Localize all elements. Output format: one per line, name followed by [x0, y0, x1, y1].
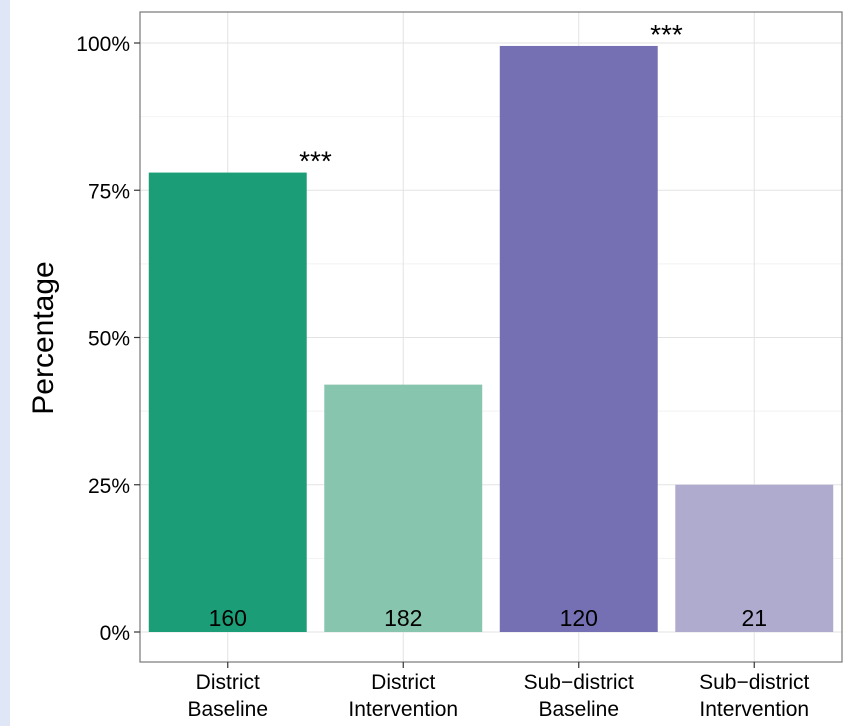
y-tick-label: 100%: [76, 33, 130, 56]
bar-count-label: 182: [384, 605, 422, 631]
bar: [499, 45, 658, 632]
x-tick-label: Sub−district: [699, 671, 809, 694]
x-tick-label: Baseline: [187, 698, 268, 721]
y-tick-label: 25%: [88, 475, 130, 498]
significance-label: ***: [299, 146, 332, 177]
x-tick-labels: District Baseline District Intervention Sub−…: [187, 662, 810, 721]
x-tick-label: District: [196, 671, 260, 694]
y-tick-label: 0%: [100, 622, 130, 645]
bar-count-label: 120: [560, 605, 598, 631]
x-tick-label: Intervention: [699, 698, 809, 721]
bar-count-label: 21: [741, 605, 767, 631]
x-tick-label: Baseline: [538, 698, 619, 721]
bar-count-label: 160: [209, 605, 247, 631]
bar: [324, 384, 483, 632]
bar: [148, 172, 307, 632]
significance-label: ***: [650, 19, 683, 50]
x-tick-label: Sub−district: [524, 671, 634, 694]
y-tick-label: 75%: [88, 180, 130, 203]
x-tick-label: District: [371, 671, 435, 694]
x-tick-label: Intervention: [348, 698, 458, 721]
bars: 160 *** 182 120 *** 21: [148, 19, 834, 632]
y-tick-label: 50%: [88, 328, 130, 351]
bar: [675, 484, 834, 632]
y-axis-title: Percentage: [27, 261, 60, 414]
y-tick-labels: 0% 25% 50% 75% 100%: [76, 33, 140, 645]
